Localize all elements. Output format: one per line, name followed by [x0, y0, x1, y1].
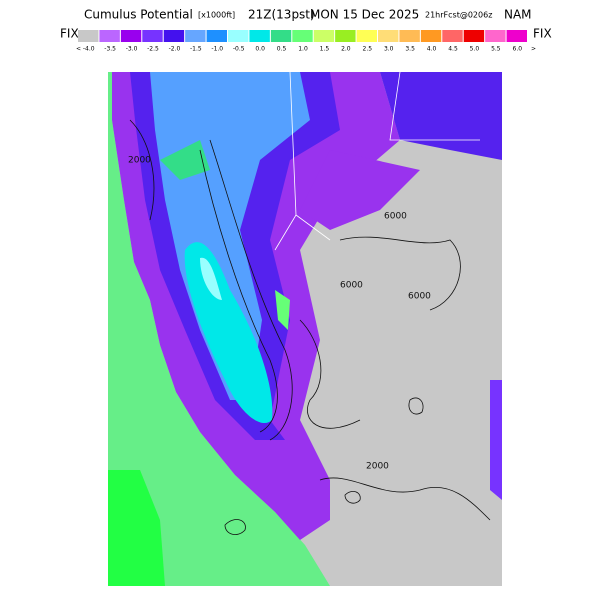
- swatch-label: -3.0: [126, 46, 138, 53]
- model: NAM: [504, 8, 532, 22]
- east-patch: [490, 380, 502, 500]
- color-swatch: [163, 30, 185, 42]
- title: Cumulus Potential: [84, 8, 193, 22]
- swatch-label: -1.5: [190, 46, 202, 53]
- colorbar: -4.0 -3.5 -3.0 -2.5 -2.0 -1.5 -1.0 -0.5 0.0 0.5 1.…: [78, 30, 527, 53]
- swatch-label: 1.5: [320, 46, 330, 53]
- swatch-label: 3.5: [405, 46, 415, 53]
- swatch-label: 4.5: [448, 46, 458, 53]
- color-swatch: [378, 30, 399, 42]
- contour: [339, 236, 461, 311]
- color-swatch: [506, 30, 527, 42]
- swatch-label: 5.0: [470, 46, 480, 53]
- forecast: 21hrFcst@0206z: [425, 11, 492, 20]
- swatch-label: 0.0: [255, 46, 265, 53]
- color-swatch: [120, 30, 142, 42]
- color-swatch: [356, 30, 377, 42]
- color-swatch: [270, 30, 292, 42]
- valley: [184, 242, 273, 424]
- color-swatch: [292, 30, 313, 42]
- contour-label: 6000: [384, 212, 407, 222]
- contour: [224, 519, 246, 535]
- contour: [408, 397, 424, 415]
- color-swatch: [249, 30, 270, 42]
- color-swatch: [206, 30, 227, 42]
- contour-label: 6000: [408, 292, 431, 302]
- state-border: [274, 71, 480, 251]
- color-swatch: [185, 30, 206, 42]
- contour: [319, 477, 491, 521]
- ocean-band: [108, 470, 165, 586]
- fix-right: FIX: [533, 27, 552, 41]
- color-swatch: [228, 30, 249, 42]
- swatch-label: 5.5: [491, 46, 501, 53]
- time: 21Z(13pst): [248, 8, 315, 22]
- green-patch: [275, 290, 290, 330]
- purple-patch: [300, 150, 420, 230]
- color-swatch: [313, 30, 335, 42]
- fix-left: FIX: [60, 27, 79, 41]
- units: [x1000ft]: [198, 11, 235, 20]
- swatch-label: 2.5: [363, 46, 373, 53]
- color-swatch: [399, 30, 420, 42]
- color-swatch: [420, 30, 442, 42]
- swatch-label: -4.0: [83, 46, 95, 53]
- swatch-label: -0.5: [233, 46, 245, 53]
- contour-label: 2000: [128, 156, 151, 166]
- contour: [344, 490, 361, 504]
- contour-label: 6000: [340, 281, 363, 291]
- map: 6000 6000 6000 2000 2000: [108, 71, 502, 586]
- swatch-label: -3.5: [104, 46, 116, 53]
- valley-core: [200, 257, 222, 300]
- color-swatch: [463, 30, 485, 42]
- green-patch: [160, 140, 210, 180]
- color-swatch: [78, 30, 99, 42]
- swatch-label: 2.0: [341, 46, 351, 53]
- contour: [209, 139, 293, 441]
- more-marker: >: [531, 46, 536, 53]
- contour: [129, 119, 155, 221]
- swatch-label: 0.5: [277, 46, 287, 53]
- color-swatch: [142, 30, 163, 42]
- color-swatch: [99, 30, 120, 42]
- north-zone: [380, 72, 502, 160]
- contour-label: 2000: [366, 462, 389, 472]
- color-swatch: [335, 30, 356, 42]
- swatch-label: -1.0: [211, 46, 223, 53]
- swatch-label: -2.5: [147, 46, 159, 53]
- swatch-label: 6.0: [513, 46, 523, 53]
- contour: [299, 319, 361, 429]
- swatch-label: 1.0: [298, 46, 308, 53]
- swatch-label: -2.0: [169, 46, 181, 53]
- less-marker: <: [76, 46, 81, 53]
- color-swatch: [442, 30, 463, 42]
- color-swatch: [485, 30, 506, 42]
- swatch-label: 3.0: [384, 46, 394, 53]
- contour: [199, 149, 278, 433]
- date: MON 15 Dec 2025: [310, 8, 419, 22]
- swatch-label: 4.0: [427, 46, 437, 53]
